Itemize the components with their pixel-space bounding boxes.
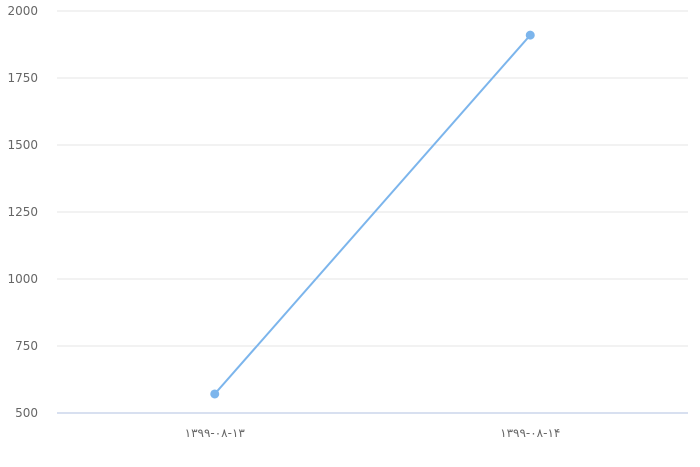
data-point[interactable]: [525, 30, 535, 40]
gridlines: [57, 10, 688, 414]
x-tick-label: ۱۳۹۹-۰۸-۱۳: [185, 426, 246, 440]
y-tick-label: 500: [15, 406, 38, 420]
y-tick-label: 1750: [7, 71, 38, 85]
y-tick-label: 1250: [7, 205, 38, 219]
y-tick-label: 750: [15, 339, 38, 353]
y-tick-label: 1000: [7, 272, 38, 286]
series-line: [213, 34, 532, 395]
series: [210, 30, 535, 399]
x-tick-label: ۱۳۹۹-۰۸-۱۴: [500, 426, 560, 440]
y-tick-label: 1500: [7, 138, 38, 152]
y-axis: 500 750 1000 1250 1500 1750 2000: [7, 4, 38, 420]
data-point[interactable]: [210, 389, 220, 399]
x-axis: ۱۳۹۹-۰۸-۱۳ ۱۳۹۹-۰۸-۱۴: [185, 426, 561, 440]
y-tick-label: 2000: [7, 4, 38, 18]
